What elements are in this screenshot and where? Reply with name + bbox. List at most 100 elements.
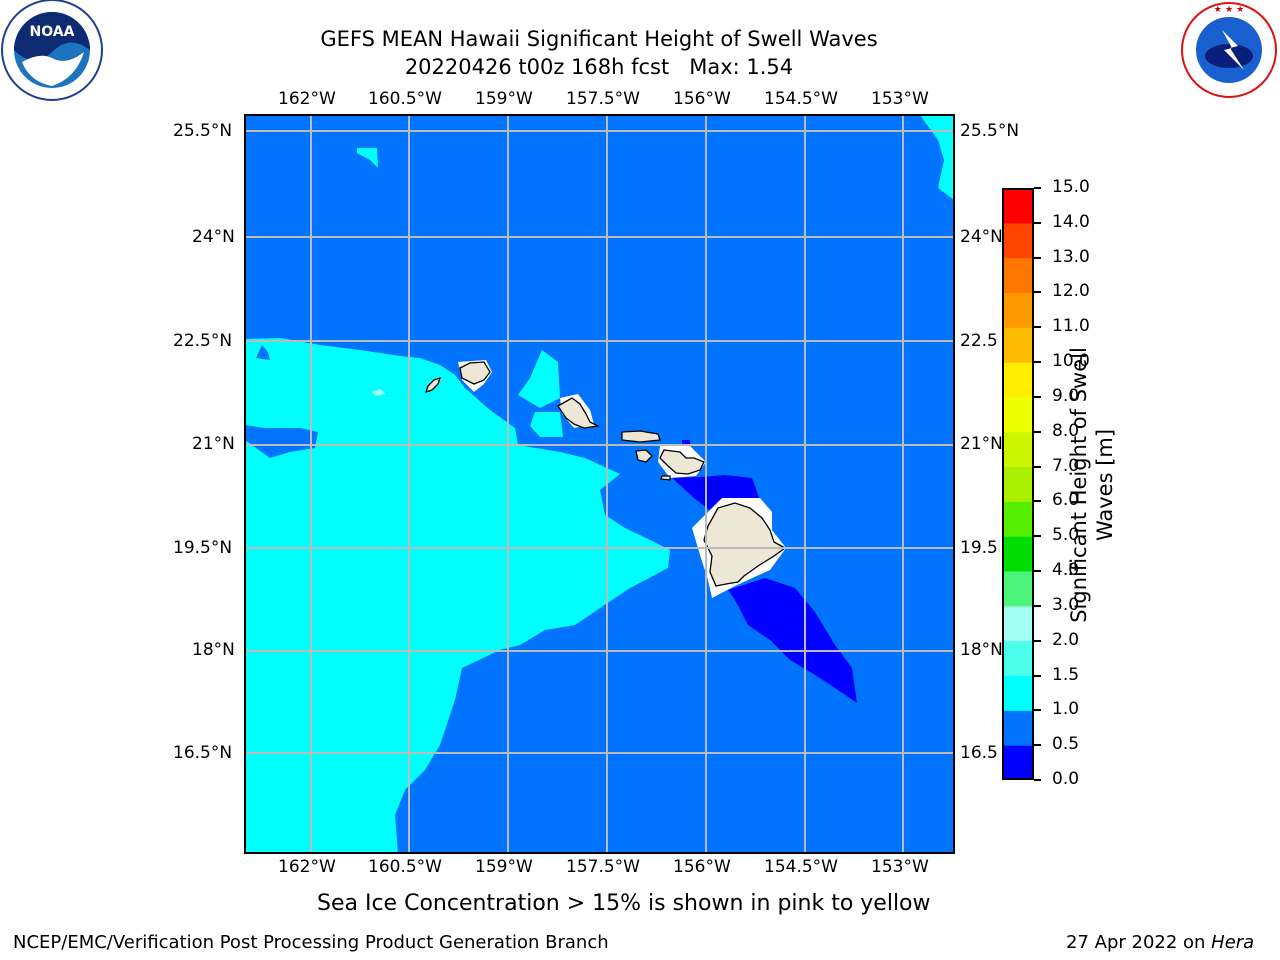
footer-machine: Hera (1211, 932, 1255, 953)
colorbar-tick-label: 0.0 (1052, 769, 1080, 789)
lat-tick-right: 16.5 (960, 743, 998, 763)
svg-text:★ ★ ★: ★ ★ ★ (1214, 5, 1244, 15)
colorbar-tick-label: 3.0 (1052, 594, 1080, 615)
colorbar-tick-mark (1034, 395, 1041, 398)
lat-tick-left: 25.5°N (173, 121, 233, 141)
swell-region-1.0-1.5-west (245, 338, 670, 853)
swell-region-1.0-1.5-north (357, 148, 378, 168)
lat-tick-right: 25.5°N (960, 121, 1020, 141)
lon-tick-bottom: 159°W (475, 857, 533, 877)
colorbar-title-line1: Significant Height of Swell (1067, 347, 1091, 623)
sea-ice-note: Sea Ice Concentration > 15% is shown in … (317, 891, 931, 916)
colorbar-swatch (1002, 571, 1034, 607)
map-frame (244, 114, 955, 854)
colorbar-swatch (1002, 640, 1034, 677)
colorbar-tick-label: 13.0 (1052, 246, 1090, 267)
swell-region-1.0-1.5-oahu-north (518, 350, 560, 408)
lat-tick-left: 21°N (192, 434, 235, 454)
colorbar-tick-mark (1034, 709, 1041, 712)
colorbar-tick-mark (1034, 326, 1041, 329)
lat-tick-left: 16.5°N (173, 743, 233, 763)
lon-tick-top: 156°W (673, 89, 731, 109)
colorbar-tick-mark (1034, 430, 1041, 433)
colorbar-tick-mark (1034, 361, 1041, 364)
chart-title: GEFS MEAN Hawaii Significant Height of S… (320, 27, 878, 51)
island-hawaii (703, 502, 787, 587)
lon-tick-top: 157.5°W (566, 89, 640, 109)
lat-tick-right: 24°N (960, 227, 1003, 247)
lat-tick-left: 24°N (192, 227, 235, 247)
colorbar-tick-label: 11.0 (1052, 316, 1090, 337)
lat-tick-right: 21°N (960, 434, 1003, 454)
colorbar-tick-label: 7.0 (1052, 455, 1080, 476)
colorbar-swatch (1002, 222, 1034, 259)
colorbar-tick-label: 1.5 (1052, 664, 1080, 685)
footer-branch: NCEP/EMC/Verification Post Processing Pr… (13, 932, 609, 953)
colorbar-swatch (1002, 431, 1034, 468)
footer-date: 27 Apr 2022 on Hera (1066, 932, 1254, 953)
colorbar-frame (1002, 188, 1034, 780)
colorbar-tick-mark (1034, 604, 1041, 607)
colorbar-tick-mark (1034, 535, 1041, 538)
colorbar-tick-mark (1034, 256, 1041, 259)
colorbar-tick-label: 8.0 (1052, 420, 1080, 441)
island-maui (659, 449, 705, 475)
colorbar-tick-label: 2.0 (1052, 629, 1080, 650)
colorbar-title-line2: Waves [m] (1093, 428, 1117, 542)
island-molokai (621, 430, 661, 443)
colorbar-swatch (1002, 327, 1034, 363)
colorbar-swatch (1002, 501, 1034, 537)
island-niihau (424, 376, 442, 394)
lon-tick-bottom: 154.5°W (764, 857, 838, 877)
island-kauai (459, 361, 491, 385)
colorbar-tick-label: 6.0 (1052, 490, 1080, 511)
nws-logo-icon: ★ ★ ★ (1178, 0, 1280, 100)
swell-region-1.0-1.5-oahu-south (530, 412, 563, 437)
colorbar-tick-label: 4.0 (1052, 560, 1080, 581)
colorbar-tick-mark (1034, 291, 1041, 294)
lon-tick-top: 154.5°W (764, 89, 838, 109)
colorbar-swatch (1002, 396, 1034, 433)
colorbar-swatch (1002, 605, 1034, 642)
colorbar-tick-label: 15.0 (1052, 177, 1090, 197)
colorbar-swatch (1002, 745, 1034, 780)
noaa-logo-text: NOAA (30, 24, 75, 40)
colorbar-tick-mark (1034, 187, 1041, 189)
lat-tick-right: 18°N (960, 640, 1003, 660)
colorbar-swatches (1002, 188, 1034, 780)
island-oahu (557, 397, 601, 429)
colorbar-tick-mark (1034, 639, 1041, 642)
colorbar-tick-label: 1.0 (1052, 699, 1080, 720)
colorbar-tick-mark (1034, 674, 1041, 677)
lon-tick-top: 159°W (475, 89, 533, 109)
noaa-logo-icon: NOAA (0, 0, 104, 104)
colorbar-tick-label: 12.0 (1052, 281, 1090, 302)
lat-tick-left: 19.5°N (173, 538, 233, 558)
swell-region-0.5-1.0-notch (256, 345, 270, 360)
lat-tick-right: 19.5 (960, 538, 998, 558)
lon-tick-bottom: 153°W (871, 857, 929, 877)
swell-region-0.0-0.5-south (728, 578, 857, 703)
colorbar-tick-label: 0.5 (1052, 734, 1080, 755)
colorbar-swatch (1002, 536, 1034, 572)
colorbar-tick-label: 5.0 (1052, 525, 1080, 546)
colorbar-swatch (1002, 257, 1034, 293)
colorbar-swatch (1002, 710, 1034, 746)
colorbar-tick-mark (1034, 779, 1041, 781)
colorbar-tick-label: 14.0 (1052, 211, 1090, 232)
colorbar (1002, 188, 1034, 780)
colorbar-swatch (1002, 292, 1034, 328)
chart-subtitle: 20220426 t00z 168h fcst Max: 1.54 (404, 55, 794, 79)
swell-region-1.0-1.5-speck (372, 389, 386, 396)
lon-tick-top: 162°W (278, 89, 336, 109)
swell-region-1.0-1.5-northeast (920, 115, 954, 200)
colorbar-swatch (1002, 188, 1034, 224)
lon-tick-bottom: 156°W (673, 857, 731, 877)
colorbar-swatch (1002, 466, 1034, 502)
colorbar-tick-label: 9.0 (1052, 385, 1080, 406)
swell-region-0.5-1.0-band (245, 425, 318, 458)
colorbar-tick-label: 10.0 (1052, 351, 1090, 372)
colorbar-tick-mark (1034, 465, 1041, 468)
colorbar-swatch (1002, 675, 1034, 711)
lon-tick-top: 153°W (871, 89, 929, 109)
